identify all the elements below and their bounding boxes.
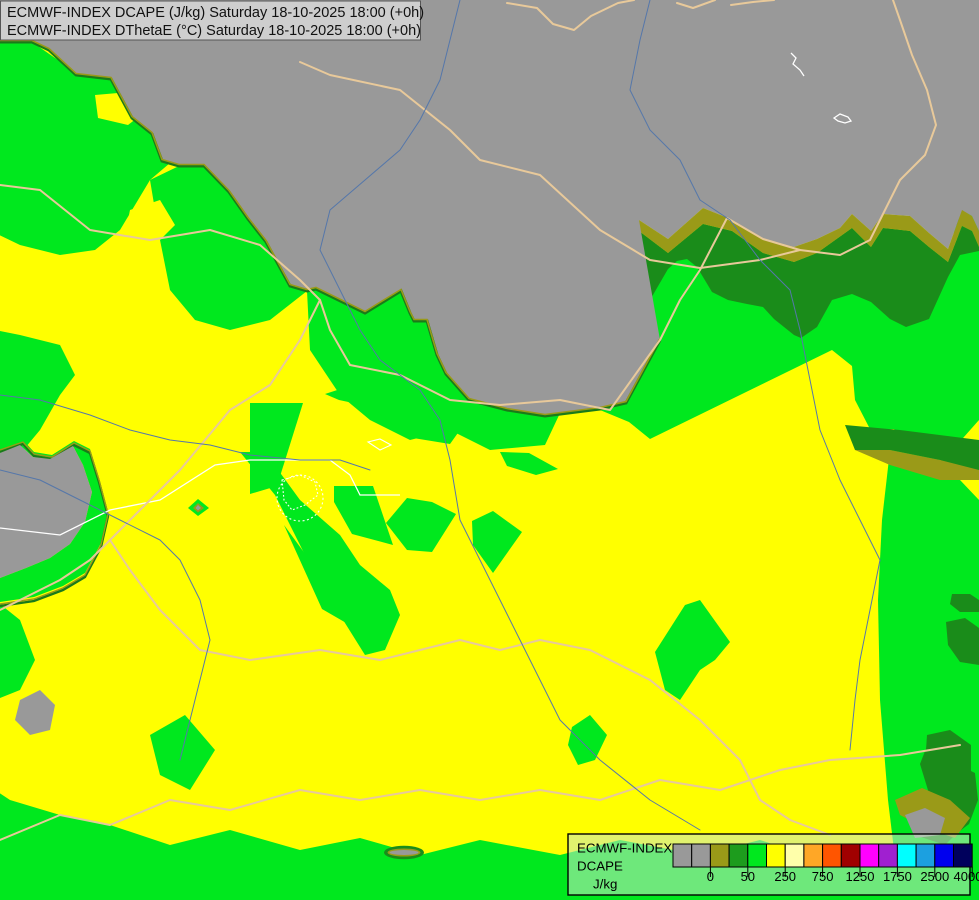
svg-text:J/kg: J/kg (593, 877, 617, 892)
svg-text:ECMWF-INDEX DCAPE (J/kg) Satur: ECMWF-INDEX DCAPE (J/kg) Saturday 18-10-… (7, 5, 424, 21)
svg-text:4000: 4000 (954, 869, 979, 884)
svg-text:ECMWF-INDEX DThetaE (°C) Satur: ECMWF-INDEX DThetaE (°C) Saturday 18-10-… (7, 23, 421, 39)
svg-text:DCAPE: DCAPE (577, 859, 623, 874)
svg-text:ECMWF-INDEX: ECMWF-INDEX (577, 841, 672, 856)
